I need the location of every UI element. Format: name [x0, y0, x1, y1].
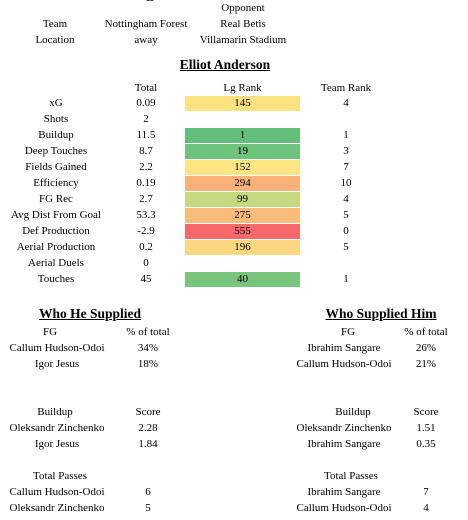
supplied-buildup-value: 1.84: [138, 438, 158, 450]
stat-label: xG: [49, 97, 63, 109]
stat-label: Def Production: [22, 225, 90, 237]
stat-total: 45: [140, 273, 152, 285]
supplied-him-buildup-header: Buildup: [335, 406, 371, 418]
stat-total: 8.7: [139, 145, 153, 157]
stat-lg-rank: 152: [185, 160, 300, 175]
supplied-fg-value: 18%: [137, 358, 159, 370]
stat-team-rank: 5: [343, 241, 349, 253]
supplied-pct-header: % of total: [126, 326, 170, 338]
stat-total: 11.5: [136, 129, 156, 141]
stat-label: Deep Touches: [24, 145, 88, 157]
stat-label: Aerial Duels: [28, 257, 84, 269]
supplied-fg-name: Igor Jesus: [34, 358, 80, 370]
stat-lg-rank: 1: [185, 128, 300, 143]
supplied-passes-header: Total Passes: [33, 470, 87, 482]
stat-team-rank: 4: [343, 97, 349, 109]
supplied-passes-name: Oleksandr Zinchenko: [9, 502, 105, 514]
stat-label: Fields Gained: [25, 161, 87, 173]
supplied-him-buildup-name: Ibrahim Sangare: [307, 438, 381, 450]
stat-total: 2.7: [139, 193, 153, 205]
stat-total: 53.3: [136, 209, 156, 221]
stat-total: -2.9: [137, 225, 155, 237]
supplied-passes-name: Callum Hudson-Odoi: [9, 486, 105, 498]
stat-lg-rank: [185, 256, 300, 271]
location-label: Location: [35, 34, 75, 46]
stat-team-rank: 0: [343, 225, 349, 237]
stat-team-rank: 1: [343, 273, 349, 285]
supplied-him-fg-value: 26%: [415, 342, 437, 354]
stat-team-rank: 10: [340, 177, 352, 189]
opponent-label: Opponent: [221, 2, 265, 14]
stat-team-rank: [306, 256, 386, 271]
supplied-score-header: Score: [135, 406, 161, 418]
supplied-passes-value: 5: [145, 502, 151, 514]
stat-label: FG Rec: [39, 193, 73, 205]
stat-label: Efficiency: [33, 177, 79, 189]
stat-label: Buildup: [38, 129, 74, 141]
total-header: Total: [134, 82, 158, 94]
stat-lg-rank: 294: [185, 176, 300, 191]
who-he-supplied-title: Who He Supplied: [38, 306, 142, 321]
supplied-him-buildup-value: 0.35: [416, 438, 436, 450]
stat-total: 0.19: [136, 177, 156, 189]
stat-total: 0.09: [136, 97, 156, 109]
player-name: Elliot Anderson: [179, 57, 271, 72]
stat-lg-rank: 40: [185, 272, 300, 287]
supplied-buildup-name: Oleksandr Zinchenko: [9, 422, 105, 434]
supplied-him-buildup-value: 1.51: [416, 422, 436, 434]
supplied-him-fg-header: FG: [340, 326, 356, 338]
stat-team-rank: 5: [343, 209, 349, 221]
supplied-him-passes-name: Callum Hudson-Odoi: [296, 502, 392, 514]
stat-team-rank: [306, 112, 386, 127]
supplied-him-fg-name: Callum Hudson-Odoi: [296, 358, 392, 370]
team-value: Nottingham Forest: [104, 18, 188, 30]
supplied-him-passes-name: Ibrahim Sangare: [307, 486, 381, 498]
supplied-passes-value: 6: [145, 486, 151, 498]
supplied-fg-header: FG: [42, 326, 58, 338]
supplied-him-passes-value: 7: [423, 486, 429, 498]
supplied-him-pct-header: % of total: [404, 326, 448, 338]
supplied-buildup-header: Buildup: [37, 406, 73, 418]
team-label: Team: [42, 18, 68, 30]
stadium-name: Villamarin Stadium: [199, 34, 287, 46]
stat-label: Touches: [37, 273, 75, 285]
supplied-him-fg-name: Ibrahim Sangare: [307, 342, 381, 354]
stat-total: 0: [143, 257, 149, 269]
stat-total: 0.2: [139, 241, 153, 253]
stat-lg-rank: 275: [185, 208, 300, 223]
stat-team-rank: 4: [343, 193, 349, 205]
supplied-him-passes-value: 4: [423, 502, 429, 514]
stat-team-rank: 3: [343, 145, 349, 157]
header-dashes: --: [146, 0, 154, 6]
supplied-buildup-value: 2.28: [138, 422, 158, 434]
lg-rank-header: Lg Rank: [223, 82, 262, 94]
stat-total: 2.2: [139, 161, 153, 173]
supplied-him-score-header: Score: [413, 406, 439, 418]
stat-lg-rank: 19: [185, 144, 300, 159]
supplied-him-fg-value: 21%: [415, 358, 437, 370]
stat-lg-rank: 555: [185, 224, 300, 239]
opponent-team: Real Betis: [220, 18, 266, 30]
stat-lg-rank: [185, 112, 300, 127]
stat-lg-rank: 196: [185, 240, 300, 255]
location-value: away: [134, 34, 158, 46]
supplied-him-buildup-name: Oleksandr Zinchenko: [296, 422, 392, 434]
stat-team-rank: 1: [343, 129, 349, 141]
team-rank-header: Team Rank: [320, 82, 372, 94]
stat-team-rank: 7: [343, 161, 349, 173]
stat-total: 2: [143, 113, 149, 125]
stat-lg-rank: 145: [185, 96, 300, 111]
supplied-fg-name: Callum Hudson-Odoi: [9, 342, 105, 354]
stat-label: Avg Dist From Goal: [11, 209, 101, 221]
supplied-buildup-name: Igor Jesus: [34, 438, 80, 450]
stat-label: Shots: [43, 113, 69, 125]
supplied-him-passes-header: Total Passes: [324, 470, 378, 482]
stat-lg-rank: 99: [185, 192, 300, 207]
who-supplied-him-title: Who Supplied Him: [325, 306, 437, 321]
supplied-fg-value: 34%: [137, 342, 159, 354]
stat-label: Aerial Production: [16, 241, 96, 253]
